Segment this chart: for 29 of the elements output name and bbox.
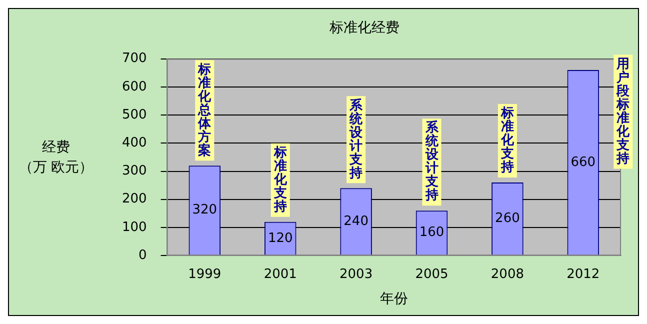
y-tick-label: 200 (122, 192, 147, 207)
chart-title: 标准化经费 (328, 20, 400, 36)
y-tick-label: 0 (138, 248, 147, 263)
annotation: 系统设计支持 (348, 97, 364, 181)
x-tick-label: 1999 (188, 266, 222, 282)
x-tick-label: 2003 (340, 266, 373, 282)
data-label: 160 (419, 225, 444, 240)
y-axis-title: 经费（万 欧元） (18, 140, 94, 176)
x-tick-label: 2001 (264, 266, 297, 282)
x-tick-label: 2012 (566, 266, 600, 282)
data-label: 320 (192, 202, 218, 218)
data-label: 260 (495, 211, 520, 226)
data-label: 660 (570, 154, 596, 170)
y-tick-label: 400 (122, 136, 147, 151)
x-tick-label: 2005 (415, 266, 448, 282)
annotation: 标准化总体方案 (197, 62, 212, 158)
annotation: 用户段标准化支持 (616, 56, 631, 166)
data-label: 120 (268, 230, 293, 246)
annotation: 系统设计支持 (424, 120, 440, 204)
x-axis-title: 年份 (380, 291, 408, 308)
y-tick-label: 100 (122, 220, 147, 235)
x-tick-label: 2008 (490, 266, 524, 282)
y-tick-label: 500 (122, 107, 147, 122)
data-label: 240 (344, 214, 368, 229)
annotation: 标准化支持 (500, 106, 515, 176)
annotation: 标准化支持 (272, 145, 288, 214)
y-tick-label: 600 (122, 79, 147, 94)
y-tick-label: 300 (122, 164, 147, 179)
y-tick-label: 700 (122, 51, 147, 66)
